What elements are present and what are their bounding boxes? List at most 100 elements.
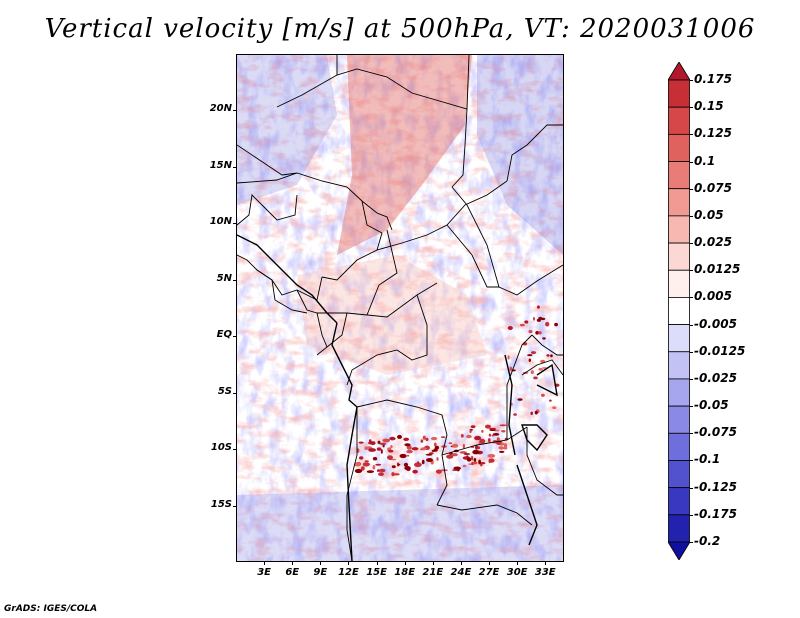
convective-cell (466, 434, 472, 439)
colorbar-segment (668, 269, 690, 298)
colorbar-tick (690, 270, 693, 272)
colorbar-tick (690, 80, 693, 81)
lat-tick-label: 10N (209, 216, 232, 228)
convective-cell (472, 449, 480, 455)
convective-cell (404, 443, 411, 447)
lon-tick-label: 9E (313, 567, 328, 578)
convective-cell (368, 448, 376, 452)
convective-cell (528, 358, 531, 362)
convective-cell (530, 351, 537, 355)
colorbar-segment (668, 514, 690, 543)
lat-tick-mark (233, 449, 236, 451)
convective-cell (470, 425, 476, 428)
convective-cell (535, 331, 539, 335)
convective-cell (488, 433, 492, 437)
colorbar-tick (690, 243, 693, 245)
colorbar-tick (690, 378, 693, 380)
colorbar-tick (690, 134, 693, 136)
convective-cell (488, 458, 491, 464)
convective-cell (376, 447, 382, 451)
convective-cell (354, 462, 361, 467)
lon-tick-mark (376, 562, 378, 565)
colorbar-label: -0.175 (694, 506, 737, 521)
colorbar-segment (668, 297, 690, 325)
colorbar-tick (690, 324, 693, 326)
lat-tick-label: 10S (210, 442, 232, 454)
lon-tick-label: 33E (534, 567, 556, 578)
colorbar-segment (668, 487, 690, 516)
convective-cell (420, 447, 428, 451)
colorbar-label: -0.075 (694, 425, 737, 440)
convective-cell (509, 366, 513, 371)
convective-cell (354, 468, 363, 474)
convective-cell (507, 326, 513, 330)
colorbar-label: -0.05 (694, 398, 729, 413)
convective-cell (376, 469, 381, 472)
colorbar-label: 0.15 (694, 99, 724, 114)
lat-tick-mark (233, 110, 236, 112)
convective-cell (527, 354, 533, 357)
convective-cell (550, 354, 553, 358)
colorbar-segment (668, 242, 690, 271)
convective-cell (473, 461, 478, 465)
colorbar-label: 0.1 (694, 153, 716, 168)
convective-cell (496, 441, 501, 445)
convective-cell (428, 452, 434, 455)
convective-cell (549, 399, 552, 402)
convective-cell (470, 429, 473, 431)
convective-cell (546, 354, 550, 357)
lat-tick-label: EQ (216, 329, 232, 341)
lat-tick-mark (233, 279, 236, 281)
lat-tick-mark (233, 166, 236, 168)
convective-cell (378, 472, 384, 477)
convective-cell (462, 443, 465, 449)
convective-cell (491, 434, 494, 437)
convective-cell (372, 465, 376, 470)
convective-cell (513, 413, 517, 416)
convective-cell (430, 436, 438, 441)
convective-cell (382, 438, 390, 443)
convective-cell (412, 469, 418, 474)
lat-tick-mark (233, 505, 236, 507)
colorbar-tick (690, 542, 693, 543)
colorbar-tick (690, 215, 693, 217)
convective-cell (440, 436, 446, 438)
convective-cell (448, 442, 453, 445)
convective-cell (379, 468, 386, 473)
colorbar-label: -0.1 (694, 452, 721, 467)
lon-tick-mark (264, 562, 266, 565)
convective-cell (554, 322, 558, 327)
convective-cell (487, 438, 491, 443)
lat-tick-label: 5N (216, 272, 232, 284)
convective-cell (492, 433, 500, 436)
colorbar-label: 0.075 (694, 180, 732, 195)
convective-cell (404, 466, 411, 471)
colorbar (668, 62, 690, 560)
lon-tick-label: 18E (394, 567, 416, 578)
convective-cell (533, 376, 538, 380)
convective-cell (475, 445, 478, 450)
convective-cell (533, 316, 535, 321)
convective-cell (364, 460, 369, 463)
colorbar-segment (668, 106, 690, 135)
colorbar-segment (668, 460, 690, 489)
lon-tick-label: 3E (257, 567, 271, 578)
convective-cell (462, 464, 467, 468)
colorbar-segment (668, 79, 690, 108)
convective-cell (452, 469, 458, 471)
convective-cell (528, 330, 533, 334)
colorbar-label: 0.125 (694, 126, 732, 141)
convective-cell (485, 424, 491, 429)
convective-cell (414, 462, 422, 468)
convective-cell (403, 462, 409, 467)
convective-cell (471, 461, 474, 466)
colorbar-tick (690, 107, 693, 109)
lon-tick-mark (517, 562, 519, 565)
convective-cell (375, 463, 382, 466)
convective-cell (530, 411, 533, 416)
convective-cell (391, 472, 395, 477)
convective-cell (360, 466, 365, 471)
colorbar-label: -0.0125 (694, 343, 746, 358)
convective-cell (459, 451, 467, 454)
colorbar-label: 0.005 (694, 289, 732, 304)
